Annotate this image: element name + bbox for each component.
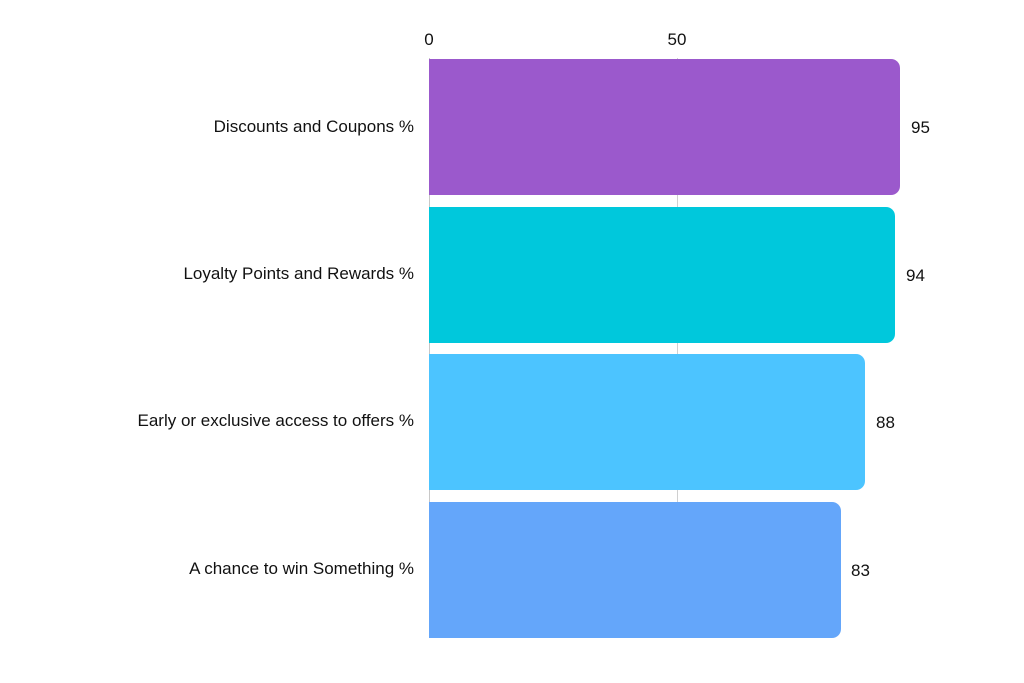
value-label: 83 <box>851 561 870 580</box>
category-label: Loyalty Points and Rewards % <box>183 264 414 283</box>
y-axis-line <box>429 58 430 638</box>
x-tick-0: 0 <box>424 30 434 49</box>
category-label: A chance to win Something % <box>189 559 414 578</box>
gridline-50 <box>677 58 678 638</box>
value-label: 94 <box>906 266 925 285</box>
category-label: Early or exclusive access to offers % <box>137 411 414 430</box>
category-label: Discounts and Coupons % <box>213 117 414 136</box>
bar-chance-to-win <box>429 502 841 638</box>
bar-discounts <box>429 59 900 195</box>
bar-loyalty <box>429 207 895 343</box>
value-label: 95 <box>911 118 930 137</box>
bar-early-access <box>429 354 865 490</box>
x-tick-50: 50 <box>667 30 687 49</box>
value-label: 88 <box>876 413 895 432</box>
